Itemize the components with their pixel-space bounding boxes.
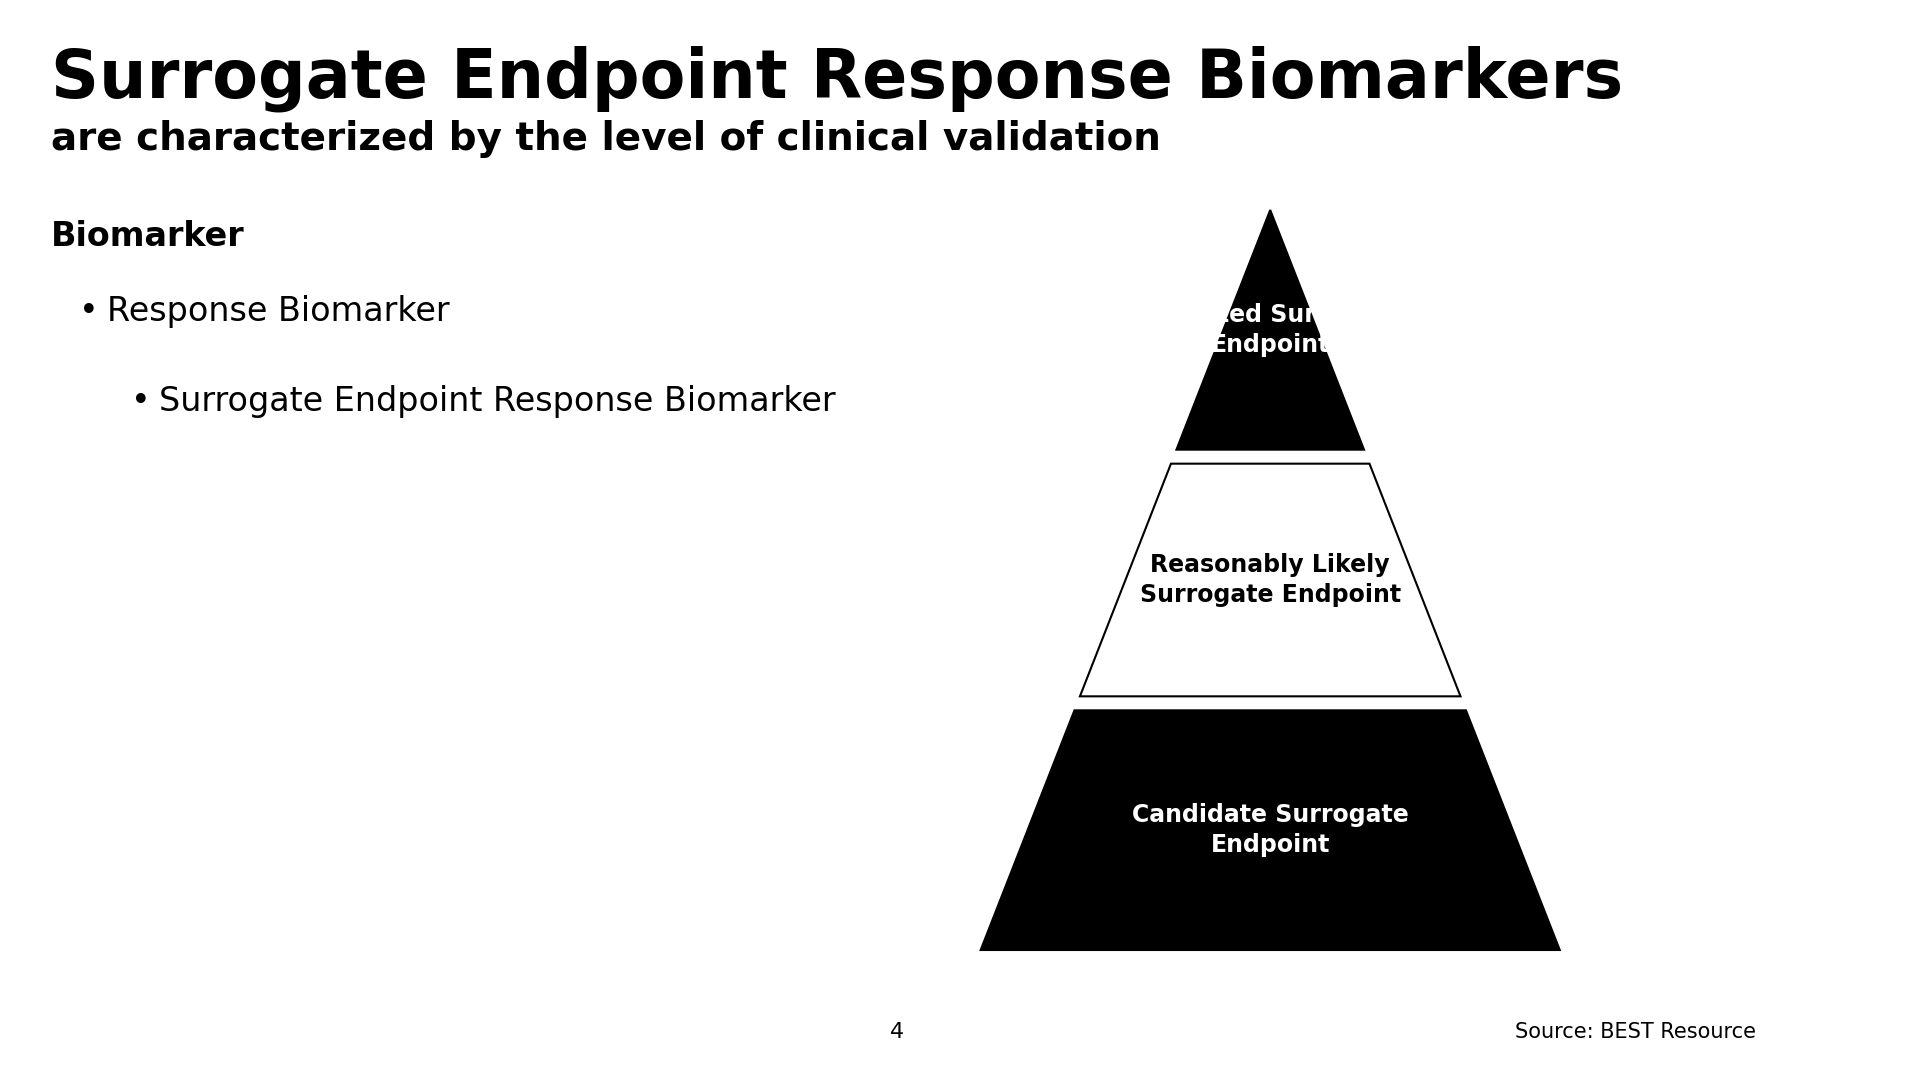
Text: 4: 4 <box>889 1022 904 1042</box>
Polygon shape <box>1079 463 1461 697</box>
Text: Response Biomarker: Response Biomarker <box>108 295 449 328</box>
Text: Surrogate Endpoint Response Biomarkers: Surrogate Endpoint Response Biomarkers <box>52 45 1624 111</box>
Polygon shape <box>981 711 1559 950</box>
Text: Biomarker: Biomarker <box>52 220 246 253</box>
Polygon shape <box>1177 210 1363 449</box>
Text: Candidate Surrogate
Endpoint: Candidate Surrogate Endpoint <box>1133 804 1409 858</box>
Text: Surrogate Endpoint Response Biomarker: Surrogate Endpoint Response Biomarker <box>159 384 835 418</box>
Text: are characterized by the level of clinical validation: are characterized by the level of clinic… <box>52 120 1162 158</box>
Text: Reasonably Likely
Surrogate Endpoint: Reasonably Likely Surrogate Endpoint <box>1140 553 1402 607</box>
Text: •: • <box>79 295 100 328</box>
Text: Validated Surrogate
Endpoint: Validated Surrogate Endpoint <box>1137 303 1404 356</box>
Text: •: • <box>131 384 150 418</box>
Text: Source: BEST Resource: Source: BEST Resource <box>1515 1022 1757 1042</box>
